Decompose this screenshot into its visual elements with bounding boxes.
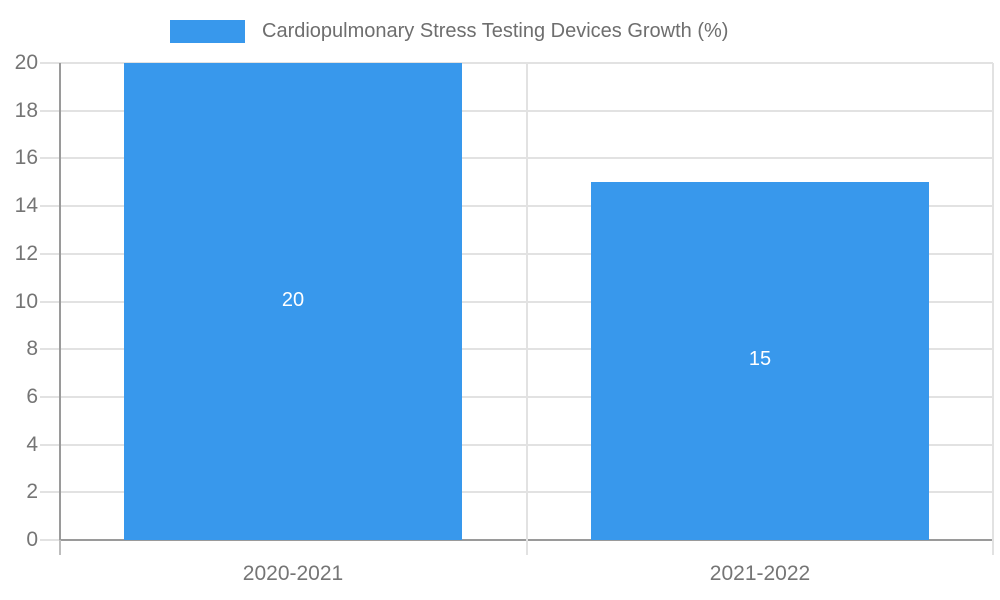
gridline <box>40 110 993 112</box>
y-tick-label: 6 <box>26 385 38 408</box>
y-axis-line <box>59 63 61 540</box>
gridline <box>40 62 993 64</box>
legend-label: Cardiopulmonary Stress Testing Devices G… <box>262 20 729 42</box>
gridline <box>40 253 993 255</box>
x-axis-label: 2021-2022 <box>709 562 811 585</box>
y-tick-stub <box>40 539 60 541</box>
x-axis-label: 2020-2021 <box>242 562 344 585</box>
gridline <box>40 444 993 446</box>
gridline <box>40 205 993 207</box>
bar-2020-2021: 20 <box>124 63 462 540</box>
y-tick-label: 20 <box>14 51 38 74</box>
category-gridline <box>992 63 994 555</box>
bar-2021-2022: 15 <box>591 182 929 540</box>
y-tick-label: 2 <box>26 480 38 503</box>
category-gridline <box>526 63 528 555</box>
y-tick-label: 10 <box>14 290 38 313</box>
bar-value-label: 20 <box>281 289 305 311</box>
y-tick-label: 12 <box>14 242 38 265</box>
gridline <box>40 157 993 159</box>
y-tick-label: 8 <box>26 337 38 360</box>
y-axis-tick-below <box>59 540 61 555</box>
chart-legend: Cardiopulmonary Stress Testing Devices G… <box>170 19 728 44</box>
gridline <box>40 348 993 350</box>
gridline <box>40 396 993 398</box>
bar-value-label: 15 <box>748 348 772 370</box>
y-tick-label: 14 <box>14 194 38 217</box>
y-tick-label: 4 <box>26 433 38 456</box>
y-tick-label: 18 <box>14 99 38 122</box>
gridline <box>40 491 993 493</box>
legend-swatch <box>170 20 245 43</box>
y-tick-label: 0 <box>26 528 38 551</box>
y-tick-label: 16 <box>14 146 38 169</box>
gridline <box>40 301 993 303</box>
